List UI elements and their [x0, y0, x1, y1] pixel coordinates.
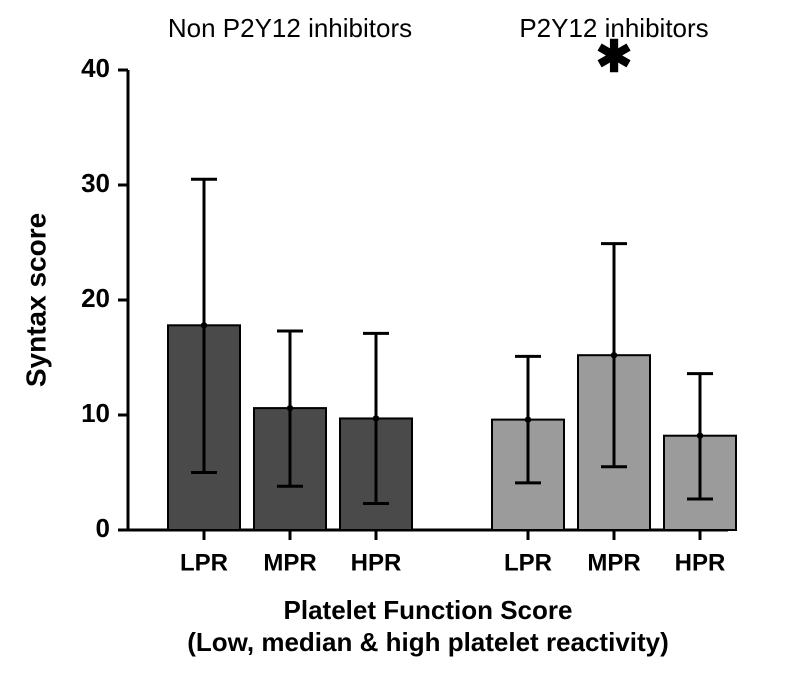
x-axis-title-line1: Platelet Function Score: [284, 595, 573, 625]
x-tick-label: LPR: [180, 549, 228, 576]
x-tick-label: HPR: [351, 549, 402, 576]
group-title: P2Y12 inhibitors: [519, 13, 708, 43]
y-tick-label: 30: [81, 168, 110, 198]
y-axis-label: Syntax score: [20, 213, 51, 387]
point-marker: [287, 405, 293, 411]
point-marker: [525, 416, 531, 422]
y-tick-label: 0: [96, 513, 110, 543]
bar-chart: 0 10 20 30 40 Syntax score LPR MPR HPR Non P2Y12 …: [0, 0, 800, 695]
x-tick-label: HPR: [675, 549, 726, 576]
point-marker: [611, 352, 617, 358]
point-marker: [201, 322, 207, 328]
x-tick-label: LPR: [504, 549, 552, 576]
x-tick-label: MPR: [263, 549, 316, 576]
y-tick-label: 40: [81, 53, 110, 83]
x-axis-title-line2: (Low, median & high platelet reactivity): [187, 627, 669, 657]
y-tick-label: 10: [81, 398, 110, 428]
point-marker: [697, 433, 703, 439]
y-tick-label: 20: [81, 283, 110, 313]
group-title: Non P2Y12 inhibitors: [168, 13, 412, 43]
chart-container: 0 10 20 30 40 Syntax score LPR MPR HPR Non P2Y12 …: [0, 0, 800, 695]
x-tick-label: MPR: [587, 549, 640, 576]
point-marker: [373, 415, 379, 421]
